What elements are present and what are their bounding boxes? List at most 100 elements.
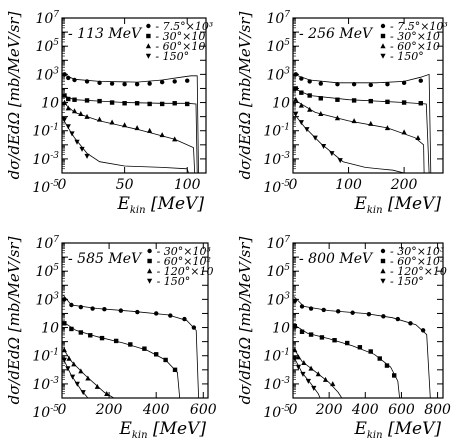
data-point xyxy=(122,82,127,87)
data-point xyxy=(307,93,312,98)
data-point xyxy=(74,139,80,145)
data-point xyxy=(298,120,304,126)
x-tick-label: 0 xyxy=(289,402,298,418)
data-point xyxy=(330,381,336,387)
x-tick-label: 400 xyxy=(351,402,379,418)
legend-entry: - 7.5°×10³ xyxy=(390,20,448,33)
y-tick-label: 10 xyxy=(41,96,59,112)
x-tick-label: 50 xyxy=(116,177,134,193)
data-point xyxy=(153,352,159,357)
data-point xyxy=(84,79,90,84)
legend-marker xyxy=(145,53,151,59)
data-point xyxy=(368,349,373,354)
data-point xyxy=(96,116,103,122)
data-point xyxy=(293,347,298,353)
data-point xyxy=(159,101,165,107)
model-curve-2 xyxy=(293,88,430,173)
data-point xyxy=(69,374,76,380)
legend-entry: - 7.5°×10³ xyxy=(155,20,213,33)
y-axis-title: dσ/dEdΩ [mb/MeV/sr] xyxy=(236,236,254,404)
plot-frame xyxy=(292,242,444,399)
y-tick-label: 10-1 xyxy=(32,123,59,140)
data-point xyxy=(351,118,357,124)
legend-marker xyxy=(146,23,151,29)
data-point xyxy=(329,151,335,157)
chart-panel-4: 107 105 103 10 10-1 10-3 10-50 200 400 600 800 - 80… xyxy=(236,235,451,441)
y-axis-title: dσ/dEdΩ [mb/MeV/sr] xyxy=(5,236,23,404)
data-point xyxy=(147,127,153,133)
data-point xyxy=(66,96,71,102)
y-tick-label: 10 xyxy=(41,321,59,337)
series-3 xyxy=(293,96,421,140)
y-tick-label: 10-3 xyxy=(263,376,290,393)
data-point xyxy=(113,338,119,344)
data-point xyxy=(307,79,312,84)
model-curve-4 xyxy=(62,119,189,173)
data-point xyxy=(109,100,115,105)
legend-entry: - 150° xyxy=(155,50,189,63)
data-point xyxy=(322,376,329,382)
data-point xyxy=(78,304,84,310)
data-point xyxy=(142,346,147,351)
data-point xyxy=(79,146,85,152)
y-tick-label: 10-3 xyxy=(263,151,290,168)
x-axis-title: Ekin [MeV] xyxy=(353,194,441,216)
series-1 xyxy=(62,72,190,87)
beam-energy-label: - 800 MeV xyxy=(299,251,374,267)
data-point xyxy=(69,326,74,332)
series-1 xyxy=(293,298,426,333)
data-point xyxy=(299,90,304,95)
x-tick-label: 0 xyxy=(289,177,298,193)
series-1 xyxy=(62,297,197,330)
x-tick-label: 600 xyxy=(190,402,217,418)
data-point xyxy=(401,100,407,105)
data-point xyxy=(62,72,67,77)
y-tick-label: 103 xyxy=(35,291,59,308)
y-tick-label: 10-1 xyxy=(263,348,290,365)
y-tick-label: 103 xyxy=(266,291,290,308)
data-point xyxy=(318,81,323,86)
series-4 xyxy=(293,356,317,391)
x-tick-label: 0 xyxy=(58,402,67,418)
data-point xyxy=(163,357,168,363)
series-3 xyxy=(62,99,178,142)
data-point xyxy=(109,81,115,86)
data-point xyxy=(368,98,373,104)
data-point xyxy=(334,115,341,121)
data-point xyxy=(392,373,397,378)
data-point xyxy=(385,99,390,105)
y-tick-label: 10-3 xyxy=(32,376,59,393)
legend-entry: - 60°×10 xyxy=(390,40,440,53)
legend-marker xyxy=(147,258,152,264)
data-point xyxy=(337,158,343,164)
data-point xyxy=(66,355,72,361)
data-point xyxy=(299,304,305,309)
legend-marker xyxy=(380,23,386,29)
chart-panel-3: 107 105 103 10 10-1 10-3 10-50 200 400 600 - 585 M… xyxy=(5,235,217,441)
data-point xyxy=(62,357,67,363)
data-point xyxy=(395,316,401,322)
data-point xyxy=(72,77,77,83)
data-point xyxy=(335,97,340,102)
legend-marker xyxy=(147,268,153,274)
data-point xyxy=(368,120,374,126)
data-point xyxy=(308,365,314,371)
data-point xyxy=(318,111,324,117)
data-point xyxy=(90,306,95,311)
legend-marker xyxy=(145,43,151,49)
y-tick-label: 10 xyxy=(272,321,290,337)
model-curve-4 xyxy=(293,356,321,398)
data-point xyxy=(301,359,307,365)
data-point xyxy=(147,81,152,86)
legend-marker xyxy=(380,278,386,284)
data-point xyxy=(315,371,321,377)
y-tick-label: 105 xyxy=(266,38,290,55)
data-point xyxy=(308,306,314,311)
y-tick-label: 107 xyxy=(266,10,290,27)
data-point xyxy=(351,98,357,103)
y-tick-label: 10-3 xyxy=(32,151,59,168)
data-point xyxy=(72,97,77,102)
legend-entry: - 30°×10³ xyxy=(157,245,211,258)
legend-marker xyxy=(147,278,153,284)
